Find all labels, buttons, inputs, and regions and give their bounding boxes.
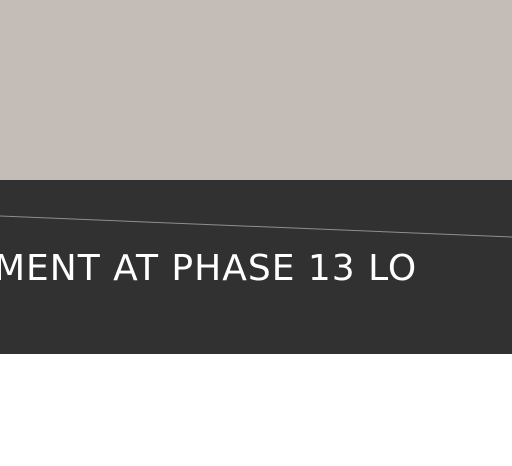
- top-image-area: [0, 0, 512, 180]
- diagonal-divider-line: [0, 215, 512, 238]
- blank-bottom-area: [0, 354, 512, 466]
- dark-banner: MENT AT PHASE 13 LO: [0, 180, 512, 354]
- banner-heading: MENT AT PHASE 13 LO: [0, 248, 418, 289]
